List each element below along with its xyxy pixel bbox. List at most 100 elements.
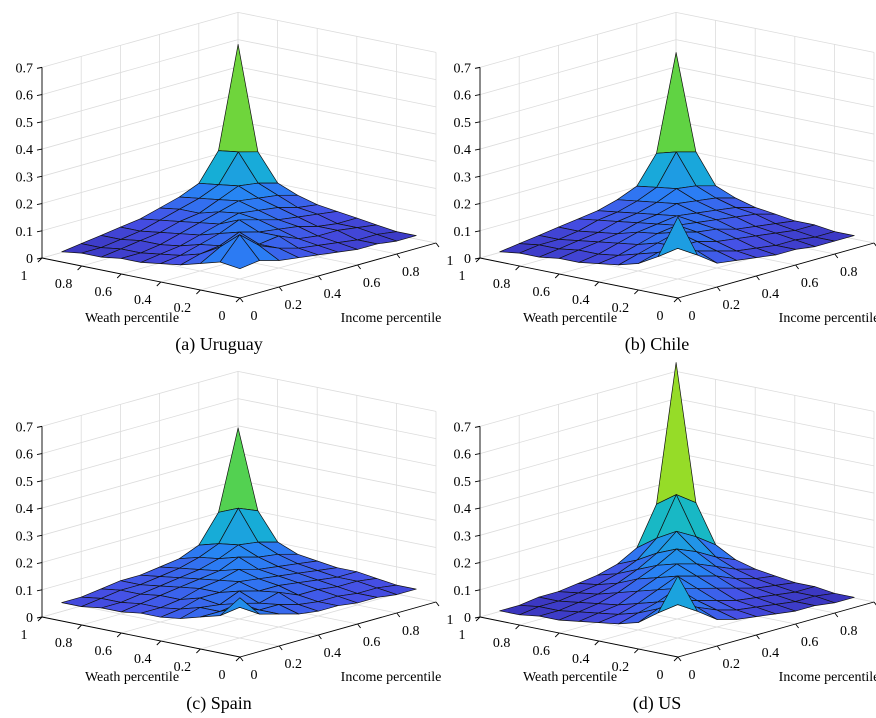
panel-uruguay: 0 0.2 0.4 0.6 0.8 1 0 0.2 0.4 0.6 0.8 1 0 0.1 0.2 0.3 0.… [0,0,454,359]
y-tick [235,297,241,303]
z-tick-label: 0.5 [454,116,472,131]
y-axis-line [41,616,241,658]
x-tick [435,242,440,248]
x-tick-label: 0 [689,668,696,683]
z-tick-label: 0.6 [16,89,34,104]
y-tick [156,640,162,646]
x-axis-line [677,601,875,658]
z-tick [36,507,43,510]
y-tick-label: 0 [219,668,226,683]
z-tick-label: 0.1 [454,225,472,240]
z-tick [474,507,481,510]
x-tick [278,286,283,292]
z-tick-label: 0.7 [16,61,34,76]
y-tick [475,616,481,622]
x-tick-label: 0.8 [402,265,420,280]
z-tick [474,453,481,456]
x-tick [318,275,322,281]
z-tick-label: 0.1 [16,584,34,599]
z-tick-label: 0.3 [16,170,34,185]
z-tick [474,121,481,124]
z-tick [474,480,481,483]
z-tick-label: 0.2 [16,557,34,572]
y-tick [235,656,241,662]
x-tick-label: 0.2 [284,657,302,672]
x-tick [396,612,401,618]
x-tick [239,297,244,303]
x-tick [795,623,799,629]
z-tick [36,94,43,97]
x-tick-label: 0.8 [402,624,420,639]
x-tick-label: 0.4 [762,646,780,661]
y-tick-label: 0.6 [94,644,112,659]
y-tick-label: 0.2 [612,301,630,316]
z-tick-label: 0.5 [454,475,472,490]
z-tick [474,425,481,428]
x-tick-label: 0.6 [801,635,819,650]
y-tick [634,648,639,654]
z-tick [36,425,43,428]
z-tick-label: 0 [26,611,33,626]
z-tick [474,203,481,205]
z-tick-label: 0.4 [16,143,34,158]
y-tick [634,289,639,295]
z-tick [474,534,481,537]
caption-spain: (c) Spain [186,693,252,713]
z-tick-label: 0.4 [454,143,472,158]
grid-line-y-floor [200,593,397,650]
y-tick-label: 1 [459,628,466,643]
y-tick-label: 0.6 [532,285,550,300]
panel-chile: 00.20.40.60.8100.20.40.60.8100.10.20.30.… [438,0,876,359]
y-tick [196,289,201,295]
z-tick-label: 0.5 [16,475,34,490]
x-tick [435,601,440,607]
y-tick-label: 0.2 [174,660,192,675]
x-tick-label: 0.8 [840,265,858,280]
x-tick-label: 0.4 [324,287,342,302]
z-tick-label: 0 [464,611,471,626]
y-axis-label: Weath percentile [85,311,179,326]
z-tick-label: 0.4 [16,502,34,517]
z-tick [36,589,43,592]
z-tick [474,562,481,564]
y-tick-label: 0 [219,309,226,324]
z-tick [36,257,43,260]
x-tick [677,656,682,662]
z-tick [474,230,481,233]
z-tick [474,616,481,619]
axes: 00.20.40.60.8100.20.40.60.8100.10.20.30.… [454,420,876,685]
z-tick-label: 0.6 [454,89,472,104]
grid-line-x-floor [81,605,280,647]
y-tick-label: 0.8 [493,636,511,651]
axes: 00.20.40.60.8100.20.40.60.8100.10.20.30.… [16,61,454,326]
z-tick [36,480,43,483]
y-tick [594,640,600,646]
z-tick-label: 0.2 [454,198,472,213]
surface-facet [218,427,259,513]
surface-facet [219,234,260,270]
y-tick [554,273,560,279]
y-tick-label: 0.8 [493,277,511,292]
panel-us: 00.20.40.60.8100.20.40.60.8100.10.20.30.… [438,359,876,718]
y-axis-label: Weath percentile [85,670,179,685]
x-tick [357,264,361,270]
axes: 00.20.40.60.8100.20.40.60.8100.10.20.30.… [454,61,876,326]
z-tick [474,175,481,178]
x-tick-label: 1 [447,254,454,269]
x-tick-label: 0.6 [801,276,819,291]
x-tick-label: 0 [251,668,258,683]
x-tick-label: 0 [251,309,258,324]
z-tick-label: 0 [26,252,33,267]
x-tick [716,645,721,651]
y-tick [515,265,520,271]
z-tick-label: 0.1 [16,225,34,240]
z-tick-label: 0 [464,252,471,267]
x-tick-label: 1 [447,613,454,628]
x-tick [756,634,760,640]
z-tick [474,257,481,260]
y-tick [515,624,520,630]
z-tick-label: 0.6 [16,448,34,463]
y-axis-line [479,257,679,299]
z-tick-label: 0.5 [16,116,34,131]
